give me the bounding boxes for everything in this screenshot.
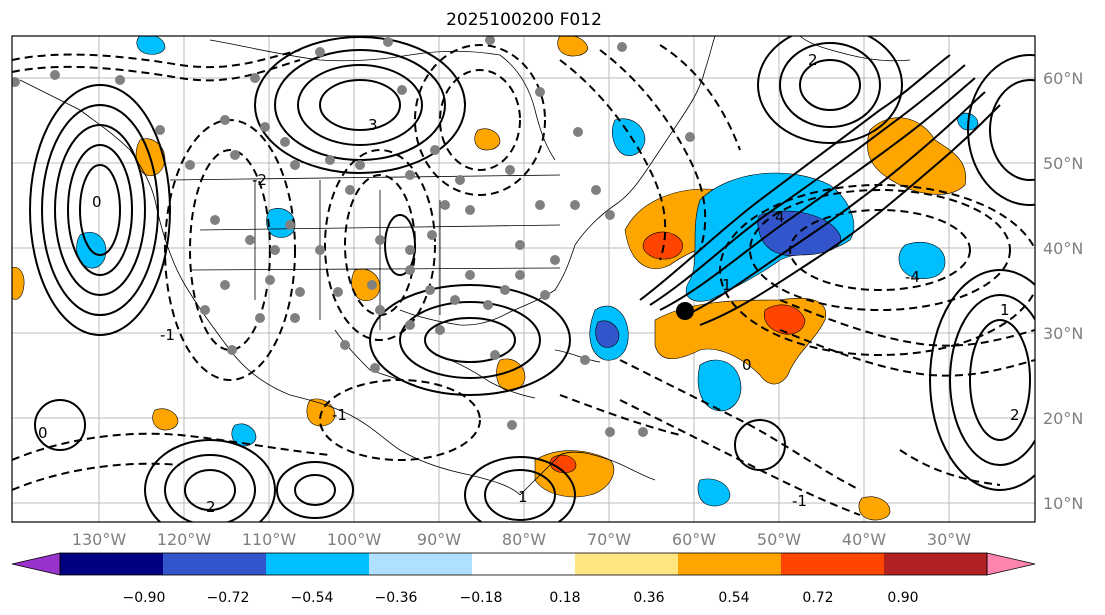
colorbar-tick-labels: −0.90 −0.72 −0.54 −0.36 −0.18 0.18 0.36 … <box>123 590 919 606</box>
colorbar-segment <box>60 553 163 575</box>
colorbar-segment <box>884 553 987 575</box>
contour-label: 0 <box>742 356 752 374</box>
negative-contours <box>12 44 1035 516</box>
colorbar-tick-label: −0.54 <box>291 590 334 606</box>
colorbar-segment <box>575 553 678 575</box>
lat-label: 40°N <box>1043 239 1083 258</box>
colorbar-tick-label: 0.72 <box>802 590 833 606</box>
storm-center-marker <box>676 302 694 320</box>
lat-label: 60°N <box>1043 69 1083 88</box>
contour-label: -2 <box>252 171 267 189</box>
lon-label: 50°W <box>757 530 801 549</box>
colorbar-segment <box>266 553 369 575</box>
colorbar <box>11 552 1036 576</box>
map-title: 2025100200 F012 <box>446 10 602 30</box>
colorbar-segment <box>678 553 781 575</box>
lon-label: 90°W <box>417 530 461 549</box>
colorbar-frame <box>59 552 988 576</box>
longitude-labels: 130°W 120°W 110°W 100°W 90°W 80°W 70°W 6… <box>72 530 971 549</box>
lat-label: 50°N <box>1043 154 1083 173</box>
colorbar-tick-label: −0.18 <box>460 590 503 606</box>
contour-label: 2 <box>206 498 216 516</box>
colorbar-tick-label: 0.36 <box>633 590 664 606</box>
lon-label: 60°W <box>672 530 716 549</box>
contour-label: 0 <box>38 424 48 442</box>
contour-label: 1 <box>518 488 528 506</box>
map-panel: 0 2 3 4 -4 2 1 0 -1 0 1 2 -1 -1 1 -2 <box>12 36 1035 522</box>
colorbar-segment <box>163 553 266 575</box>
lon-label: 40°W <box>842 530 886 549</box>
colorbar-tick-label: −0.72 <box>207 590 250 606</box>
latitude-labels: 60°N 50°N 40°N 30°N 20°N 10°N <box>1043 69 1083 513</box>
colorbar-segment <box>472 553 575 575</box>
contour-label: -4 <box>905 268 920 286</box>
positive-contours <box>29 36 1035 522</box>
lon-label: 100°W <box>327 530 382 549</box>
contour-label: 2 <box>1010 406 1020 424</box>
contour-label: 2 <box>808 51 818 69</box>
colorbar-tick-label: 0.54 <box>718 590 749 606</box>
colorbar-extend-high <box>986 552 1036 576</box>
map-frame <box>11 35 1036 523</box>
lon-label: 110°W <box>242 530 297 549</box>
colorbar-tick-label: −0.90 <box>123 590 166 606</box>
colorbar-tick-label: 0.18 <box>549 590 580 606</box>
colorbar-segment <box>369 553 472 575</box>
lon-label: 120°W <box>157 530 212 549</box>
contour-label: -1 <box>160 326 175 344</box>
contour-label: 1 <box>722 276 732 294</box>
contour-labels: 0 2 3 4 -4 2 1 0 -1 0 1 2 -1 -1 1 -2 <box>38 51 1020 516</box>
contour-label: 3 <box>368 116 378 134</box>
lon-label: 70°W <box>587 530 631 549</box>
contour-label: 0 <box>92 193 102 211</box>
lon-label: 30°W <box>927 530 971 549</box>
lat-label: 10°N <box>1043 494 1083 513</box>
contour-label: 1 <box>1000 301 1010 319</box>
lat-label: 20°N <box>1043 409 1083 428</box>
lon-label: 80°W <box>502 530 546 549</box>
lat-label: 30°N <box>1043 324 1083 343</box>
contour-label: -1 <box>792 492 807 510</box>
colorbar-segment <box>781 553 884 575</box>
contour-label: 4 <box>775 208 785 226</box>
lon-label: 130°W <box>72 530 127 549</box>
shaded-field <box>12 36 979 521</box>
station-markers <box>12 36 695 437</box>
colorbar-tick-label: −0.36 <box>375 590 418 606</box>
contour-label: -1 <box>332 406 347 424</box>
colorbar-tick-label: 0.90 <box>887 590 918 606</box>
colorbar-extend-low <box>11 552 61 576</box>
